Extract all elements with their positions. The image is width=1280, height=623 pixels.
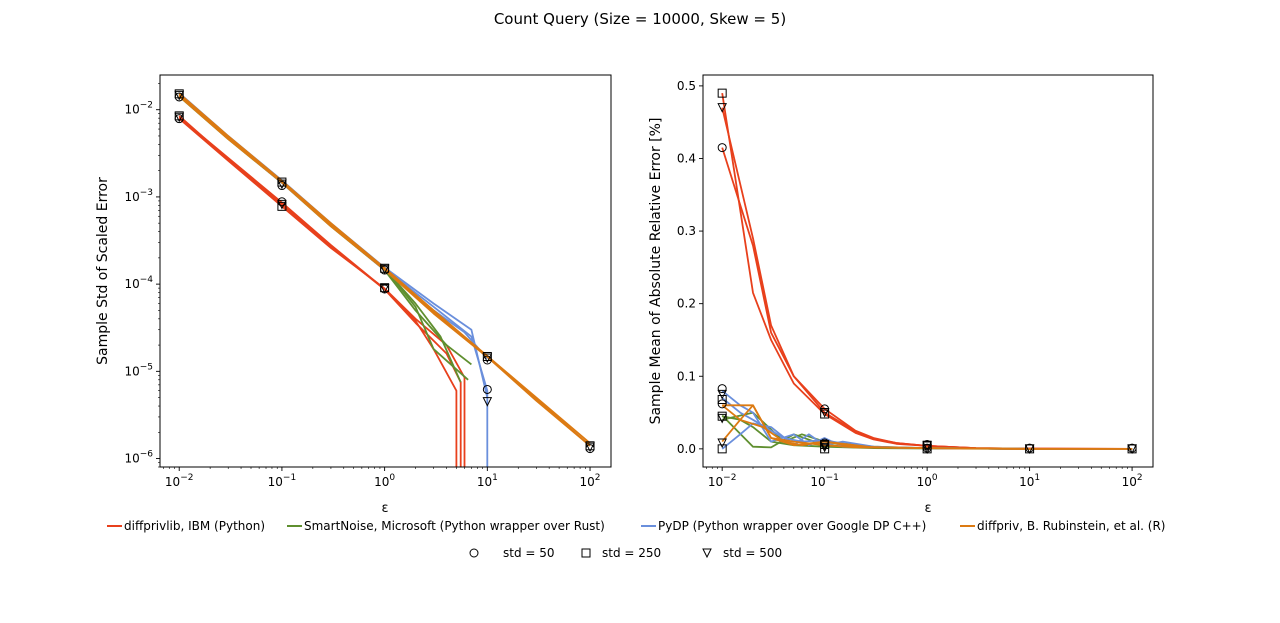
series-line-pydp-std-500 <box>178 92 489 398</box>
marker-square <box>174 111 184 121</box>
y-tick-label: 0.1 <box>677 369 696 383</box>
y-tick-label: 0.2 <box>677 297 696 311</box>
marker-square <box>717 394 727 404</box>
x-tick-label: 10−2 <box>165 473 194 489</box>
marker-triangle <box>1127 444 1137 454</box>
marker-triangle <box>379 284 390 294</box>
legend-label-diffprivlib: diffprivlib, IBM (Python) <box>124 519 265 533</box>
right-chart: Sample Mean of Absolute Relative Error [… <box>648 74 1154 516</box>
marker-triangle <box>717 389 727 400</box>
left-xlabel: ε <box>381 501 388 516</box>
axes-frame <box>159 74 612 468</box>
marker-square <box>585 441 595 451</box>
series-line-diffprivlib-std-50 <box>721 147 1133 450</box>
marker-circle <box>717 384 727 394</box>
legend-label-diffpriv: diffpriv, B. Rubinstein, et al. (R) <box>977 519 1165 533</box>
legend-libraries: diffprivlib, IBM (Python) SmartNoise, Mi… <box>107 519 1165 533</box>
right-xlabel: ε <box>924 501 931 516</box>
marker-square <box>277 201 287 211</box>
series-line-pydp-std-50 <box>178 93 489 467</box>
marker-square <box>482 351 492 361</box>
series-line-diffprivlib-std-500 <box>721 107 1133 450</box>
marker-triangle <box>585 442 595 453</box>
marker-triangle <box>174 112 185 123</box>
y-tick-label: 10−3 <box>124 188 153 204</box>
marker-triangle <box>819 408 830 418</box>
axes-frame <box>702 74 1154 468</box>
marker-square <box>277 177 287 187</box>
legend-square-marker <box>581 548 591 558</box>
marker-triangle <box>174 90 185 101</box>
x-tick-label: 10−1 <box>268 473 297 489</box>
marker-circle <box>717 143 727 153</box>
x-tick-label: 100 <box>917 473 938 489</box>
series-line-diffpriv-std-250 <box>178 95 591 447</box>
marker-triangle <box>819 442 830 453</box>
series-line-diffpriv-std-500 <box>178 92 591 444</box>
legend-triangle-marker <box>702 548 712 559</box>
legend-label-std-50: std = 50 <box>503 546 555 560</box>
legend-item-diffprivlib: diffprivlib, IBM (Python) <box>107 519 265 533</box>
marker-triangle <box>717 438 727 449</box>
marker-triangle <box>482 397 493 407</box>
y-tick-label: 0.4 <box>677 151 696 165</box>
plot-area-0 <box>178 92 591 467</box>
x-tick-label: 101 <box>1019 473 1040 489</box>
x-tick-label: 10−1 <box>810 473 839 489</box>
marker-square <box>174 89 184 99</box>
marker-triangle <box>717 103 727 113</box>
marker-square <box>717 444 727 454</box>
marker-circle <box>717 399 727 409</box>
legend-item-smartnoise: SmartNoise, Microsoft (Python wrapper ov… <box>287 519 605 533</box>
marker-circle <box>277 197 287 207</box>
series-line-smartnoise-std-250 <box>178 95 472 366</box>
marker-triangle <box>277 199 287 210</box>
marker-triangle <box>277 179 287 190</box>
y-tick-label: 0.3 <box>677 224 696 238</box>
marker-square <box>717 411 727 421</box>
legend-markers: std = 50 std = 250 std = 500 <box>469 546 782 560</box>
x-tick-label: 102 <box>580 473 601 489</box>
marker-circle <box>482 384 492 394</box>
marker-triangle <box>717 413 727 424</box>
y-tick-label: 0.0 <box>677 442 696 456</box>
x-tick-label: 10−2 <box>708 473 737 489</box>
legend-circle-marker <box>469 548 479 558</box>
x-tick-label: 101 <box>477 473 498 489</box>
marker-square <box>820 409 830 419</box>
legend-item-pydp: PyDP (Python wrapper over Google DP C++) <box>641 519 926 533</box>
marker-square <box>717 88 727 98</box>
legend-label-smartnoise: SmartNoise, Microsoft (Python wrapper ov… <box>304 519 605 533</box>
marker-triangle <box>1024 444 1035 454</box>
series-line-diffpriv-std-500 <box>721 404 1133 450</box>
marker-triangle <box>922 441 932 452</box>
marker-triangle <box>482 353 493 364</box>
y-tick-label: 10−6 <box>124 450 153 466</box>
plot-area-1 <box>721 92 1133 450</box>
legend-label-std-500: std = 500 <box>723 546 782 560</box>
marker-triangle <box>922 444 932 454</box>
y-tick-label: 10−5 <box>124 362 153 378</box>
series-line-smartnoise-std-500 <box>178 93 469 381</box>
legend-label-pydp: PyDP (Python wrapper over Google DP C++) <box>658 519 926 533</box>
left-chart: Sample Std of Scaled Error ε 10−2 10−1 100… <box>95 74 612 516</box>
legend-item-diffpriv: diffpriv, B. Rubinstein, et al. (R) <box>960 519 1165 533</box>
left-ylabel: Sample Std of Scaled Error <box>95 177 111 365</box>
marker-triangle <box>379 264 390 275</box>
x-tick-label: 100 <box>374 473 395 489</box>
right-ylabel: Sample Mean of Absolute Relative Error [… <box>648 118 664 425</box>
figure-title: Count Query (Size = 10000, Skew = 5) <box>494 10 786 28</box>
marker-square <box>820 444 830 454</box>
series-line-diffprivlib-std-250 <box>721 92 1133 450</box>
legend-label-std-250: std = 250 <box>602 546 661 560</box>
x-tick-label: 102 <box>1122 473 1143 489</box>
y-tick-label: 10−2 <box>124 101 153 117</box>
y-tick-label: 10−4 <box>124 275 153 291</box>
y-tick-label: 0.5 <box>677 79 696 93</box>
